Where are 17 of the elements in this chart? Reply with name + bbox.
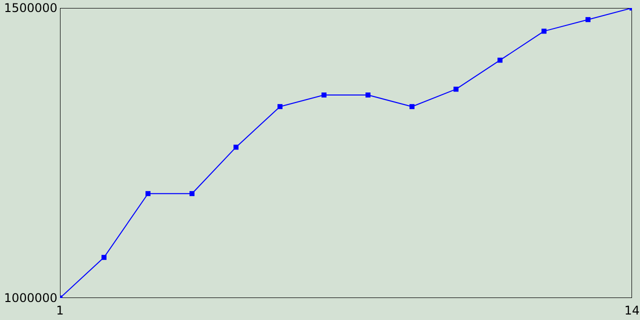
point [542, 28, 546, 34]
point [322, 92, 326, 98]
point [102, 254, 106, 260]
point [190, 191, 194, 196]
point [146, 191, 150, 196]
point [498, 58, 502, 63]
point [410, 104, 414, 110]
point [234, 144, 238, 150]
point [454, 86, 458, 92]
point [278, 104, 282, 110]
y-tick-label: 1000000 [4, 291, 58, 305]
point [586, 17, 590, 22]
x-tick-label: 14 [624, 304, 640, 318]
y-tick-label: 1500000 [4, 1, 58, 15]
point [366, 92, 370, 98]
line-series [60, 8, 632, 298]
x-tick-label: 1 [56, 304, 64, 318]
